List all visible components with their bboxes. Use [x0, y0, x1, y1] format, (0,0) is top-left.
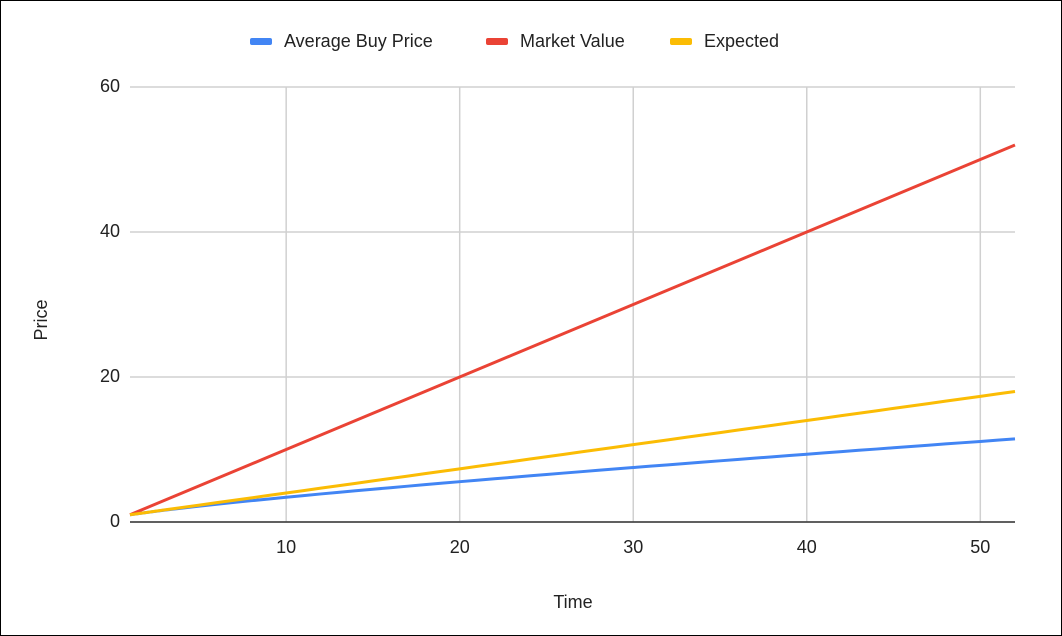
x-tick-label: 20 [450, 537, 470, 557]
legend-label: Average Buy Price [284, 31, 433, 51]
x-axis-title: Time [553, 592, 592, 612]
legend-swatch [670, 38, 692, 45]
x-tick-label: 10 [276, 537, 296, 557]
y-tick-label: 60 [100, 76, 120, 96]
y-tick-label: 0 [110, 511, 120, 531]
y-tick-label: 40 [100, 221, 120, 241]
legend-swatch [486, 38, 508, 45]
x-tick-label: 30 [623, 537, 643, 557]
legend-label: Expected [704, 31, 779, 51]
line-series [129, 437, 1016, 517]
y-axis-title: Price [31, 299, 51, 340]
x-tick-label: 40 [797, 537, 817, 557]
legend-label: Market Value [520, 31, 625, 51]
y-tick-label: 20 [100, 366, 120, 386]
legend-swatch [250, 38, 272, 45]
line-series [129, 143, 1016, 517]
line-series [129, 390, 1016, 517]
x-tick-label: 50 [970, 537, 990, 557]
